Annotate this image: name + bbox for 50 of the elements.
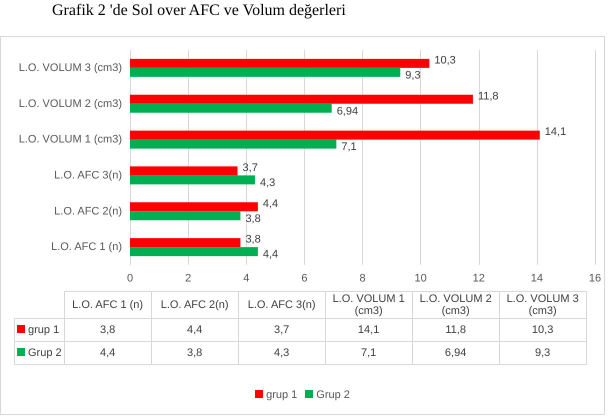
category-label: L.O. VOLUM 2 (cm3): [420, 293, 492, 317]
category-label: L.O. VOLUM 1 (cm3): [332, 293, 405, 317]
x-tick-label: 10: [414, 272, 427, 284]
y-tick-label: L.O. AFC 2(n): [54, 205, 122, 218]
category-label: L.O. AFC 2(n): [160, 299, 229, 311]
legend-label: grup 1: [14, 318, 64, 342]
x-tick-label: 14: [530, 272, 543, 284]
y-tick-label: L.O. AFC 3(n): [54, 169, 122, 182]
data-label: 14,1: [544, 126, 566, 138]
category-label: L.O. AFC 1 (n): [72, 299, 144, 311]
legend-label: Grup 2: [14, 342, 64, 364]
text: 9,3: [534, 347, 550, 359]
text: 4,4: [100, 347, 116, 359]
data-label: 3,7: [242, 162, 258, 174]
y-tick-label: L.O. AFC 1 (n): [51, 241, 122, 254]
data-label: 9,3: [405, 69, 421, 82]
text: grup 1: [266, 389, 298, 401]
text: 4,4: [186, 324, 202, 336]
x-tick-label: 8: [359, 272, 366, 284]
data-label: 4,4: [262, 198, 278, 210]
data-label: 3,8: [245, 212, 261, 225]
data-label: 4,4: [262, 248, 278, 261]
data-label: 10,3: [434, 54, 456, 66]
text: Grup 2: [316, 389, 350, 401]
y-tick-label: L.O. VOLUM 3 (cm3): [18, 62, 122, 74]
category-label: L.O. VOLUM 3 (cm3): [506, 293, 579, 317]
data-label: 6,94: [336, 105, 358, 118]
x-tick-label: 16: [588, 272, 602, 284]
y-tick-label: L.O. VOLUM 2 (cm3): [18, 98, 122, 110]
x-tick-label: 0: [126, 272, 134, 284]
data-label: 11,8: [478, 90, 499, 102]
text: 3,7: [274, 324, 290, 336]
text: 10,3: [532, 324, 554, 336]
chart-title: Grafik 2 'de Sol over AFC ve Volum değerleri: [52, 2, 346, 20]
x-tick-label: 12: [472, 272, 485, 284]
text: 11,8: [445, 324, 466, 336]
x-tick-label: 4: [243, 272, 250, 284]
text: 3,8: [186, 347, 202, 359]
text: 14,1: [358, 324, 380, 336]
text: 7,1: [360, 347, 376, 359]
data-label: 4,3: [260, 176, 276, 189]
text: 6,94: [444, 347, 466, 359]
data-label: 7,1: [341, 141, 357, 154]
x-tick-label: 2: [185, 272, 192, 284]
text: 4,3: [274, 347, 290, 359]
data-label: 3,8: [245, 234, 261, 246]
text: 3,8: [100, 324, 116, 336]
y-tick-label: L.O. VOLUM 1 (cm3): [18, 134, 122, 146]
x-tick-label: 6: [301, 272, 308, 284]
category-label: L.O. AFC 3(n): [248, 299, 316, 311]
